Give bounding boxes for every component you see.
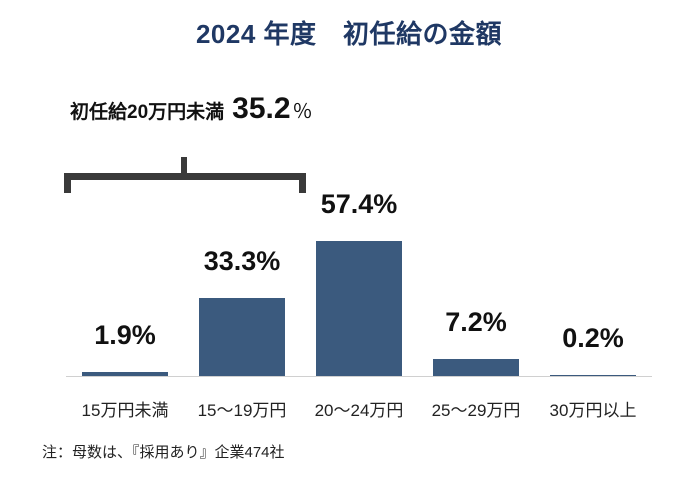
bar	[199, 298, 285, 376]
summary-annotation: 初任給20万円未満 35.2 ％	[70, 92, 313, 126]
bar	[82, 372, 168, 376]
bar	[550, 375, 636, 376]
bracket-right	[299, 173, 306, 193]
category-label: 20～24万円	[314, 401, 404, 420]
chart-title: 2024 年度 初任給の金額	[195, 19, 503, 49]
category-label: 30万円以上	[549, 401, 637, 420]
summary-value: 35.2	[232, 92, 291, 125]
value-label: 7.2%	[445, 307, 507, 337]
value-label: 0.2%	[562, 323, 624, 353]
category-label: 15～19万円	[197, 401, 287, 420]
bracket-stem	[181, 157, 187, 175]
x-axis-line	[66, 376, 652, 377]
bracket-left	[64, 173, 71, 193]
value-label: 1.9%	[94, 320, 156, 350]
value-label: 57.4%	[320, 189, 398, 219]
bar	[316, 241, 402, 376]
bar	[433, 359, 519, 376]
category-label: 15万円未満	[81, 401, 169, 420]
summary-label: 初任給20万円未満	[70, 102, 225, 123]
footnote: 注：母数は、『採用あり』企業474社	[42, 444, 285, 461]
bracket-bar	[64, 173, 306, 180]
summary-unit: ％	[292, 101, 313, 123]
value-label: 33.3%	[203, 246, 281, 276]
category-label: 25～29万円	[431, 401, 521, 420]
